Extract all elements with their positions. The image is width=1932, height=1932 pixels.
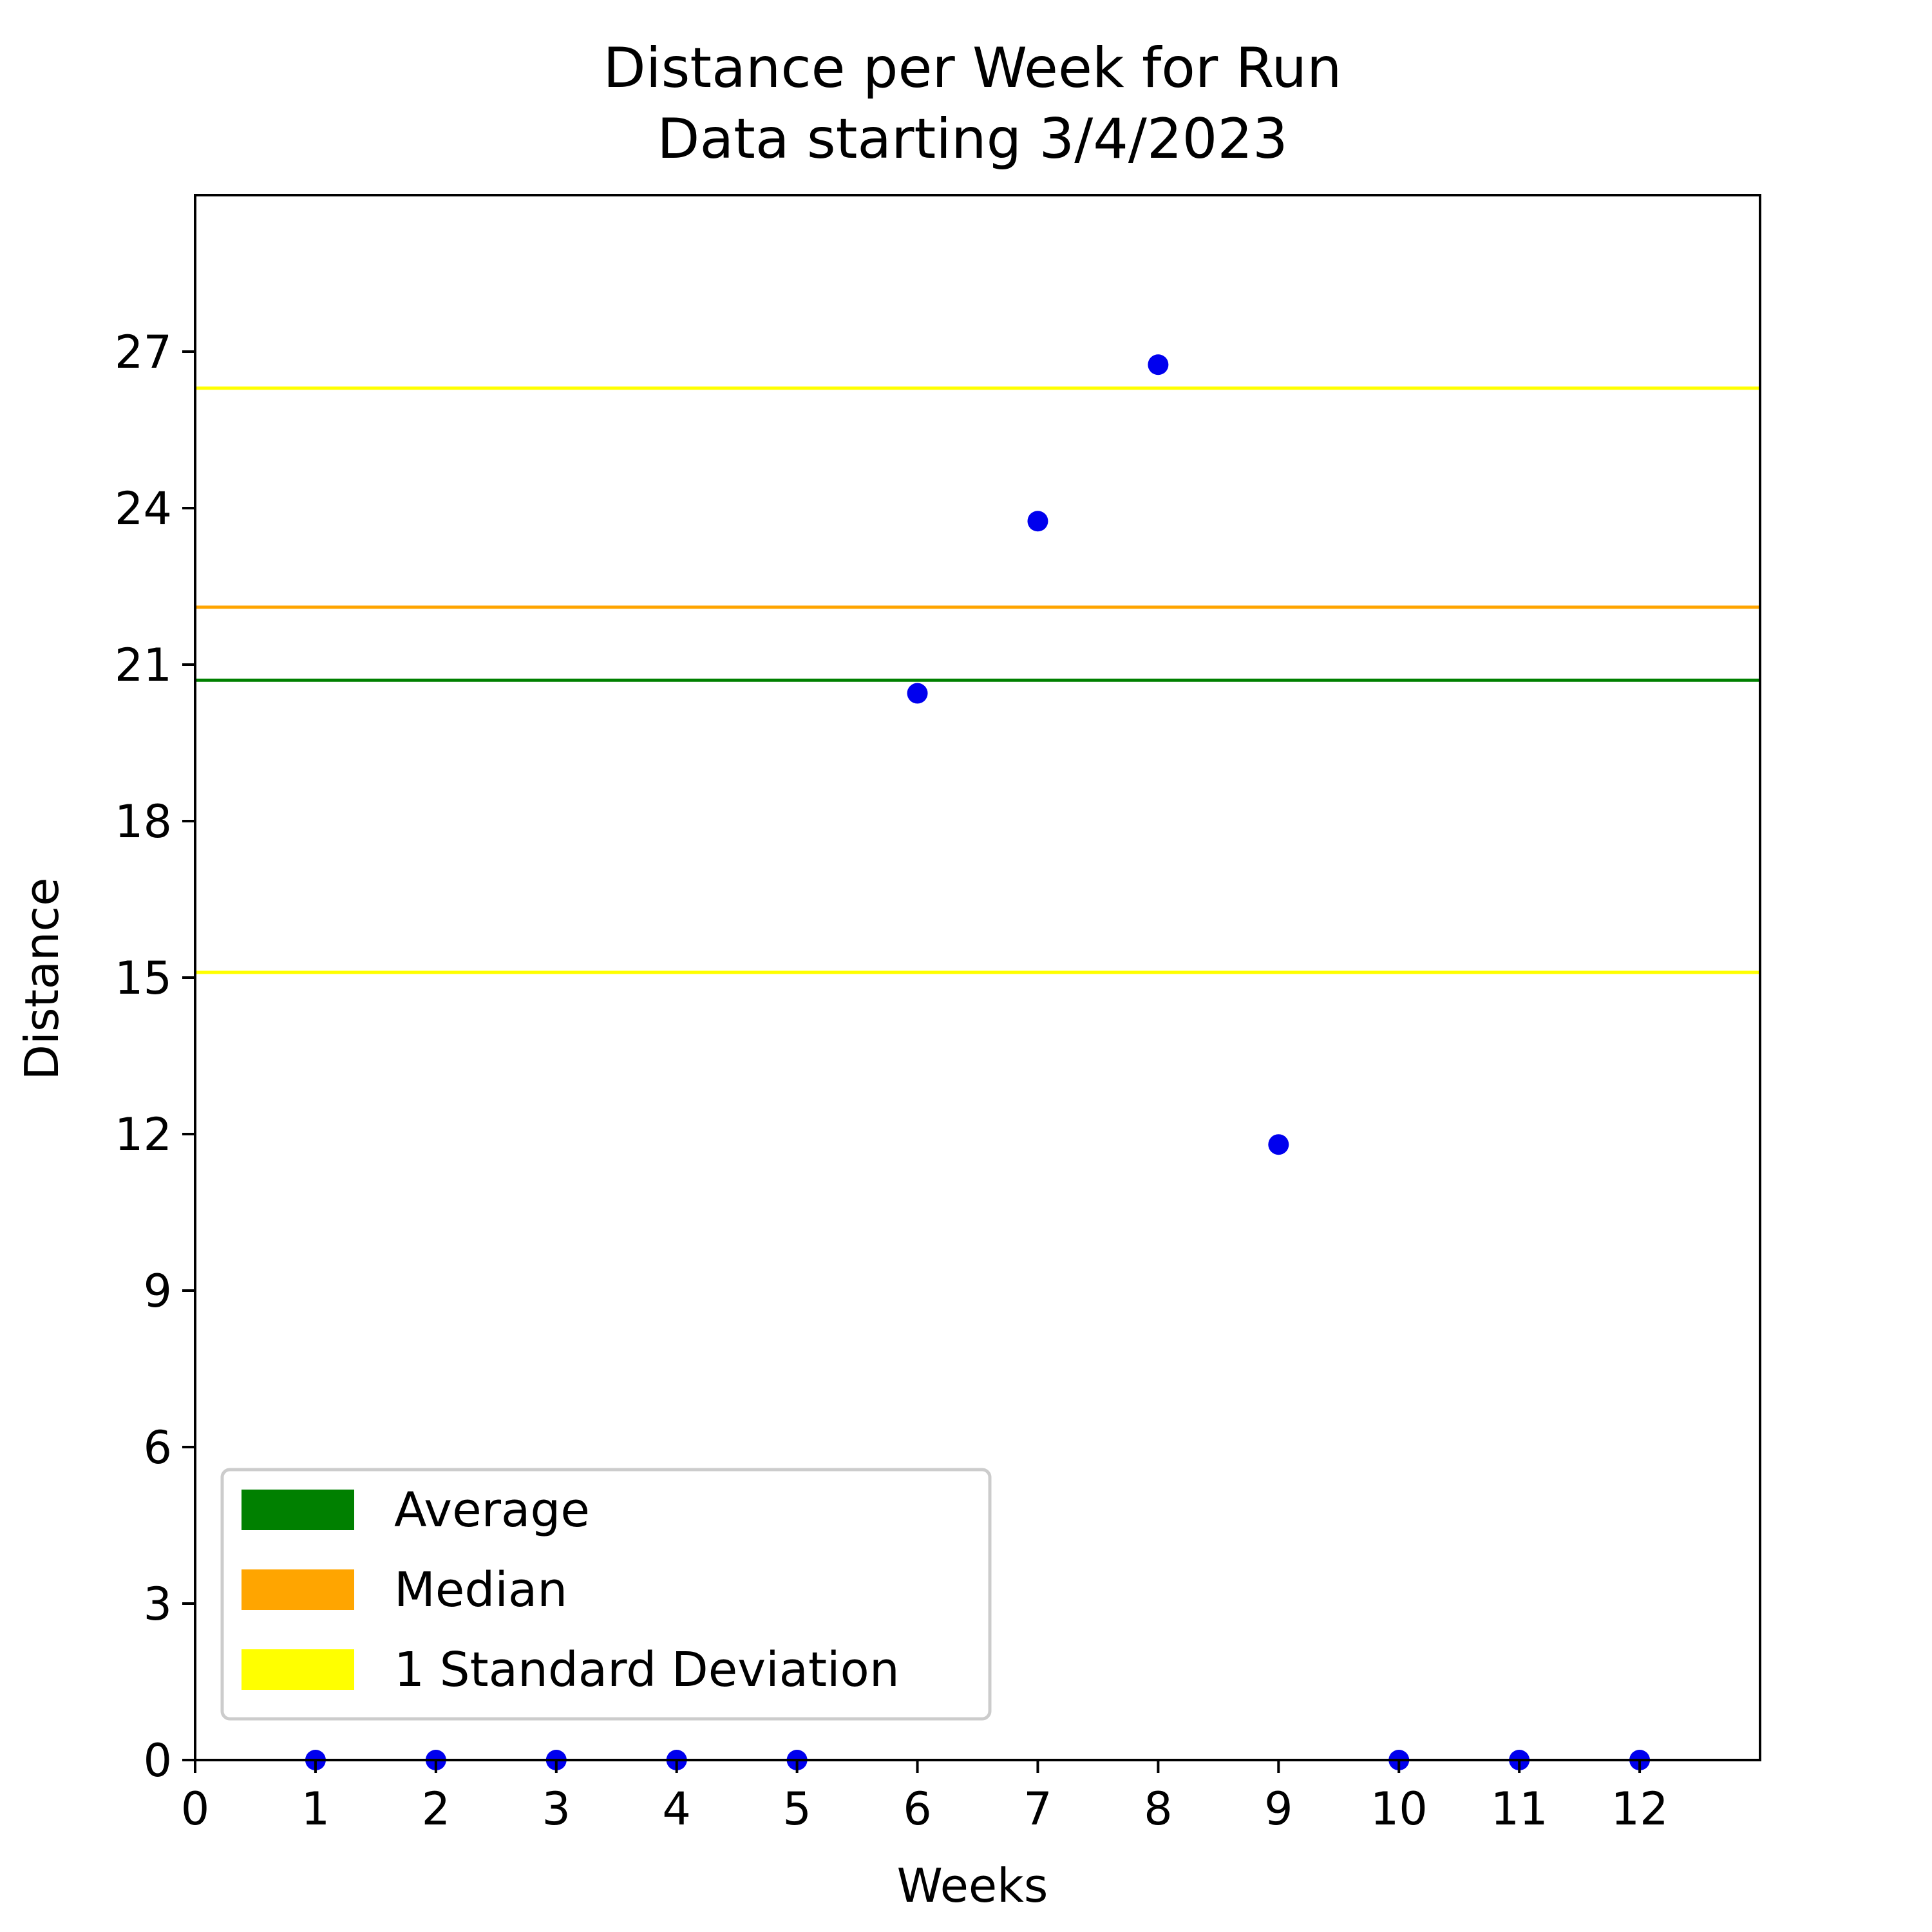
x-axis-label: Weeks <box>897 1859 1048 1913</box>
x-tick-label-12: 12 <box>1611 1783 1669 1835</box>
data-point-week-8 <box>1148 354 1169 375</box>
legend-swatch-median <box>242 1569 354 1610</box>
y-axis-ticks: 0 3 6 9 12 15 18 21 24 27 <box>115 326 195 1787</box>
y-tick-label-24: 24 <box>115 482 172 535</box>
x-tick-label-11: 11 <box>1491 1783 1548 1835</box>
x-tick-label-3: 3 <box>542 1783 571 1835</box>
data-point-week-7 <box>1027 511 1048 532</box>
x-tick-label-4: 4 <box>662 1783 691 1835</box>
y-tick-label-3: 3 <box>143 1578 172 1631</box>
y-tick-label-6: 6 <box>143 1421 172 1474</box>
legend-swatch-1-standard-deviation <box>242 1649 354 1690</box>
x-tick-label-0: 0 <box>181 1783 210 1835</box>
x-tick-label-6: 6 <box>903 1783 932 1835</box>
legend-box <box>220 1468 992 1721</box>
y-tick-label-0: 0 <box>143 1734 172 1787</box>
data-point-week-9 <box>1268 1134 1289 1155</box>
x-tick-label-9: 9 <box>1264 1783 1293 1835</box>
y-tick-label-21: 21 <box>115 639 172 692</box>
reference-lines <box>195 386 1760 974</box>
y-tick-label-12: 12 <box>115 1108 172 1161</box>
data-points <box>305 354 1651 1770</box>
x-tick-label-10: 10 <box>1370 1783 1428 1835</box>
y-tick-label-15: 15 <box>115 952 172 1005</box>
legend-label-1-standard-deviation: 1 Standard Deviation <box>394 1642 900 1698</box>
y-tick-label-9: 9 <box>143 1265 172 1318</box>
chart-title: Distance per Week for Run <box>603 36 1341 100</box>
y-axis-label: Distance <box>15 878 69 1081</box>
x-tick-label-5: 5 <box>782 1783 811 1835</box>
data-point-week-6 <box>907 683 928 704</box>
x-axis-ticks: 0 1 2 3 4 5 6 7 8 9 10 11 12 <box>181 1760 1669 1835</box>
y-tick-label-18: 18 <box>115 795 172 848</box>
legend-label-median: Median <box>394 1562 567 1618</box>
y-tick-label-27: 27 <box>115 326 172 379</box>
chart-subtitle: Data starting 3/4/2023 <box>657 107 1288 171</box>
legend-label-average: Average <box>394 1482 590 1538</box>
x-tick-label-7: 7 <box>1023 1783 1052 1835</box>
x-tick-label-8: 8 <box>1144 1783 1173 1835</box>
x-tick-label-1: 1 <box>301 1783 330 1835</box>
x-tick-label-2: 2 <box>422 1783 451 1835</box>
legend-swatch-average <box>242 1490 354 1530</box>
legend: Average Median 1 Standard Deviation <box>220 1468 992 1721</box>
